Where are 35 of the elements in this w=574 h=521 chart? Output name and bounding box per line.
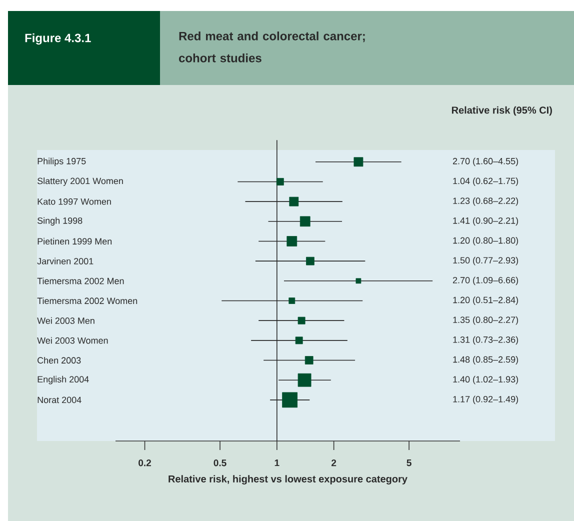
data-label: 1.40 (1.02–1.93): [453, 376, 518, 384]
y-tick-label: Tiemersma 2002 Women: [37, 297, 138, 304]
data-label: 1.23 (0.68–2.22): [453, 197, 518, 206]
x-tick-label: 5: [406, 460, 412, 466]
chart-title: Figure 4.3.1: [25, 33, 91, 45]
x-tick-label: 0.2: [138, 460, 152, 466]
data-label: 1.31 (0.73–2.36): [453, 336, 518, 345]
data-label: 1.20 (0.51–2.84): [453, 296, 518, 305]
data-label: 1.04 (0.62–1.75): [453, 178, 518, 186]
y-tick-label: Singh 1998: [38, 217, 82, 226]
y-tick-label: Jarvinen 2001: [37, 258, 94, 264]
x-tick-label: 0.5: [214, 460, 226, 466]
x-tick-label: 1: [274, 460, 280, 466]
x-tick-label: 2: [332, 460, 336, 466]
data-label: 1.48 (0.85–2.59): [453, 356, 518, 364]
y-tick-label: Slattery 2001 Women: [38, 178, 123, 186]
y-tick-label: Wei 2003 Women: [37, 337, 108, 344]
data-label: 2.70 (1.60–4.55): [452, 158, 518, 166]
y-tick-label: Kato 1997 Women: [38, 198, 111, 205]
y-tick-label: Pietinen 1999 Men: [38, 238, 112, 245]
y-tick-label: Chen 2003: [38, 356, 81, 364]
chart-subtitle: Red meat and colorectal cancer; cohort studies: [179, 32, 365, 62]
y-tick-label: Wei 2003 Men: [37, 317, 94, 324]
y-tick-label: English 2004: [38, 376, 89, 384]
y-tick-label: Norat 2004: [38, 396, 82, 404]
data-label: 1.20 (0.80–1.80): [453, 237, 518, 246]
data-label: 1.41 (0.90–2.21): [453, 217, 518, 226]
data-label: 1.17 (0.92–1.49): [453, 396, 518, 404]
x-axis-title: Relative risk, highest vs lowest exposure category: [168, 475, 408, 484]
y-tick-label: Philips 1975: [38, 158, 86, 166]
y-tick-label: Tiemersma 2002 Men: [37, 278, 124, 284]
data-label: 1.50 (0.77–2.93): [453, 256, 518, 266]
data-label: 2.70 (1.09–6.66): [452, 276, 518, 286]
data-label: 1.35 (0.80–2.27): [453, 316, 518, 325]
text: Relative risk (95% CI): [452, 106, 552, 116]
